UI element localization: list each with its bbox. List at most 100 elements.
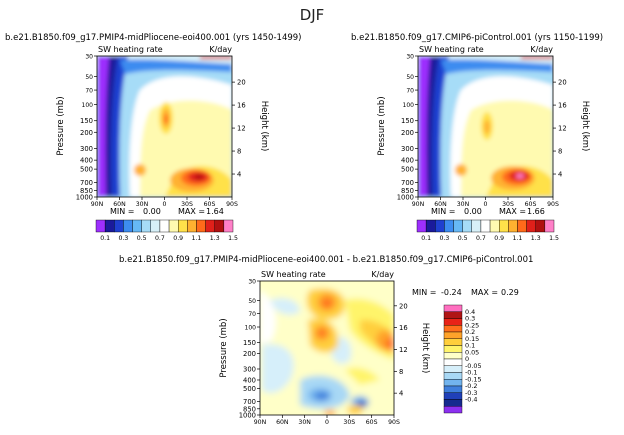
- height-tick-label: 8: [399, 368, 403, 376]
- colorbar-box: [443, 304, 463, 312]
- panel-3-max-value: 0.29: [501, 288, 519, 297]
- panel-3-max-label: MAX =: [471, 288, 498, 297]
- colorbar-box: [443, 392, 463, 400]
- colorbar-box: [443, 318, 463, 326]
- x-tick-label: 30S: [502, 201, 514, 208]
- panel-2-min-value: 0.00: [464, 207, 482, 216]
- panel-1-height-ticks: 20 16 12 8 4: [232, 79, 246, 179]
- panel-1-ylabel: Pressure (mb): [56, 96, 66, 155]
- panel-3: b.e21.B1850.f09_g17.PMIP4-midPliocene-eo…: [119, 255, 533, 426]
- x-tick-label: 0: [325, 419, 329, 426]
- panel-1-min-label: MIN =: [110, 207, 135, 216]
- colorbar-label: 0.9: [494, 235, 504, 242]
- x-tick-label: 90N: [91, 201, 104, 208]
- y-tick-label: 300: [243, 365, 256, 373]
- panel-2-max-label: MAX =: [499, 207, 526, 216]
- panel-2-title: b.e21.B1850.f09_g17.CMIP6-piControl.001 …: [351, 33, 603, 43]
- panel-2-min-label: MIN =: [431, 207, 456, 216]
- colorbar-label: 0.7: [155, 235, 165, 242]
- panel-3-min-label: MIN =: [412, 288, 437, 297]
- y-tick-label: 70: [85, 88, 93, 95]
- colorbar-label: 0.5: [137, 235, 147, 242]
- colorbar-label: 0.9: [173, 235, 183, 242]
- colorbar-box: [123, 219, 133, 233]
- colorbar-box: [517, 219, 527, 233]
- height-tick-label: 16: [399, 324, 408, 332]
- colorbar-box: [150, 219, 161, 233]
- x-tick-label: 0: [484, 201, 488, 208]
- height-tick-label: 4: [558, 171, 562, 179]
- y-tick-label: 50: [406, 74, 414, 81]
- panel-3-title: b.e21.B1850.f09_g17.PMIP4-midPliocene-eo…: [119, 255, 533, 265]
- colorbar-label: 1.1: [192, 235, 202, 242]
- x-tick-label: 60N: [113, 201, 126, 208]
- panel-3-height-ticks: 20 16 12 8 4: [394, 302, 408, 398]
- x-tick-label: 30S: [343, 419, 355, 426]
- colorbar-label: -0.4: [465, 396, 477, 404]
- x-tick-label: 0: [163, 201, 167, 208]
- panel-1-right-axis-label: Height (km): [259, 101, 269, 152]
- colorbar-label: 0.25: [465, 321, 479, 329]
- colorbar-label: -0.15: [465, 375, 482, 383]
- y-tick-label: 30: [248, 279, 256, 286]
- colorbar-box: [435, 219, 445, 233]
- panel-2-x-ticks: 90N 60N 30N 0 30S 60S 90S: [412, 197, 559, 208]
- colorbar-box: [443, 325, 463, 333]
- y-tick-label: 500: [401, 166, 414, 174]
- colorbar-box: [177, 219, 188, 233]
- y-tick-label: 200: [80, 129, 93, 137]
- colorbar-box: [508, 219, 518, 233]
- colorbar-box: [444, 219, 454, 233]
- y-tick-label: 200: [243, 350, 256, 358]
- colorbar-label: 0.15: [465, 335, 479, 343]
- colorbar-label: 1.5: [549, 235, 559, 242]
- x-tick-label: 90N: [412, 201, 425, 208]
- x-tick-label: 30N: [298, 419, 311, 426]
- colorbar-label: 0.05: [465, 348, 479, 356]
- y-tick-label: 200: [401, 129, 414, 137]
- y-tick-label: 850: [80, 187, 93, 195]
- panel-1-title: b.e21.B1850.f09_g17.PMIP4-midPliocene-eo…: [5, 33, 301, 43]
- x-tick-label: 90N: [254, 419, 267, 426]
- height-tick-label: 16: [558, 102, 567, 110]
- x-tick-label: 90S: [547, 201, 559, 208]
- colorbar-label: 0.3: [439, 235, 449, 242]
- y-tick-label: 50: [85, 74, 93, 81]
- colorbar-box: [205, 219, 215, 233]
- colorbar-label: -0.3: [465, 389, 477, 397]
- y-tick-label: 30: [406, 54, 414, 61]
- colorbar-box: [95, 219, 106, 233]
- panel-1-max-value: 1.64: [206, 207, 224, 216]
- panel-1-min-value: 0.00: [143, 207, 161, 216]
- panel-2-left-string: SW heating rate: [419, 45, 484, 54]
- panel-1-colorbar: 0.1 0.3 0.5 0.7 0.9 1.1 1.3 1.5: [95, 219, 238, 242]
- colorbar-label: 0: [465, 355, 469, 363]
- colorbar-box: [196, 219, 206, 233]
- y-tick-label: 150: [401, 117, 414, 125]
- panel-2-max-value: 1.66: [527, 207, 545, 216]
- x-tick-label: 30N: [136, 201, 149, 208]
- panel-3-left-string: SW heating rate: [261, 270, 326, 279]
- panel-3-plot-area: [260, 281, 394, 415]
- height-tick-label: 16: [237, 102, 246, 110]
- colorbar-label: 0.1: [100, 235, 110, 242]
- panel-2-ylabel: Pressure (mb): [377, 96, 387, 155]
- colorbar-box: [443, 311, 463, 319]
- colorbar-box: [416, 219, 427, 233]
- y-tick-label: 150: [243, 339, 256, 347]
- x-tick-label: 60S: [525, 201, 537, 208]
- panel-3-right-string: K/day: [371, 270, 394, 279]
- colorbar-label: 1.3: [210, 235, 220, 242]
- y-tick-label: 700: [401, 179, 414, 187]
- panel-3-x-ticks: 90N 60N 30N 0 30S 60S 90S: [254, 415, 400, 426]
- y-tick-label: 100: [403, 102, 415, 109]
- y-tick-label: 700: [243, 398, 256, 406]
- colorbar-label: 0.3: [465, 315, 475, 323]
- panel-2-colorbar: 0.1 0.3 0.5 0.7 0.9 1.1 1.3 1.5: [416, 219, 559, 242]
- colorbar-box: [443, 352, 463, 360]
- colorbar-box: [499, 219, 509, 233]
- panel-2-plot-area: [418, 56, 553, 197]
- colorbar-label: -0.05: [465, 362, 482, 370]
